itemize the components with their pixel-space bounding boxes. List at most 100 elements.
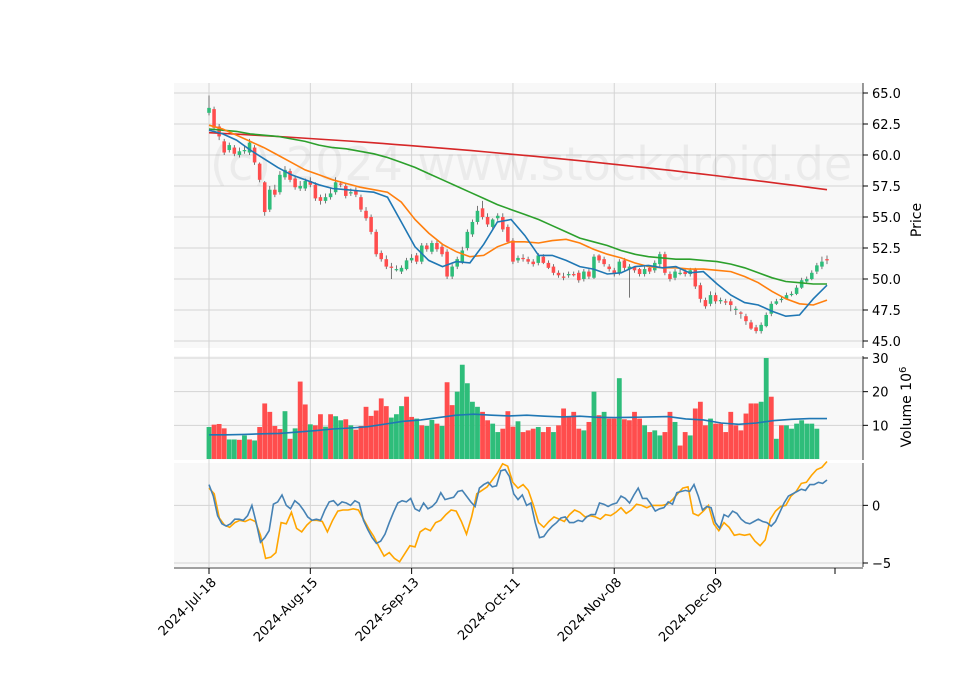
candle-body (597, 255, 601, 261)
price-tick-label: 55.0 (872, 211, 901, 226)
candle-body (708, 295, 713, 304)
candle-body (617, 261, 622, 273)
volume-bar (500, 428, 506, 459)
volume-tick-label: 30 (872, 352, 889, 367)
volume-bar (581, 430, 587, 459)
volume-bar (611, 418, 617, 459)
volume-bar (571, 411, 577, 459)
volume-bar (784, 425, 789, 459)
volume-bar (632, 411, 637, 459)
macd-tick-label: 0 (872, 499, 880, 514)
volume-bar (510, 426, 516, 459)
x-tick-label: 2024-Jul-18 (156, 575, 220, 639)
volume-bar (419, 425, 425, 459)
candle-body (531, 261, 535, 265)
candle-body (526, 259, 530, 262)
sma10-line (208, 129, 828, 318)
volume-bar (535, 427, 541, 459)
candle-body (511, 240, 515, 262)
volume-bar (439, 426, 445, 459)
volume-bar (475, 406, 480, 459)
volume-bar (672, 421, 678, 459)
candle-body (389, 266, 394, 268)
volume-bar (768, 396, 774, 459)
volume-bar (520, 432, 526, 459)
volume-bar (505, 411, 511, 459)
volume-bar (226, 439, 232, 459)
volume-bar (566, 416, 572, 459)
candle-body (237, 151, 242, 155)
volume-bar (348, 425, 354, 459)
watermark: (c) 2024 www.stockdroid.de (210, 137, 852, 191)
volume-bar (262, 403, 268, 459)
macd-line (208, 468, 828, 545)
candle-body (435, 243, 439, 250)
candle-body (425, 245, 429, 250)
volume-bar (779, 425, 784, 459)
candle-body (232, 147, 237, 154)
volume-bar (323, 426, 328, 459)
volume-bar (464, 383, 470, 459)
price-tick-label: 50.0 (872, 273, 901, 288)
candle-body (257, 163, 262, 180)
volume-axis-label-exponent: 6 (898, 367, 909, 373)
candle-body (561, 276, 566, 278)
candle-body (703, 300, 708, 307)
volume-tick-label: 20 (872, 386, 889, 401)
volume-bar (789, 428, 794, 459)
candle-body (769, 303, 774, 314)
volume-bar (576, 428, 582, 459)
candle-body (602, 259, 606, 265)
volume-bar (697, 401, 703, 459)
price-tick-label: 45.0 (872, 335, 901, 350)
volume-axis-label-text: Volume 10 (899, 373, 915, 447)
volume-bar (637, 418, 642, 459)
candle-body (288, 171, 292, 180)
price-tick-label: 47.5 (872, 304, 901, 319)
candle-body (384, 259, 389, 267)
volume-bar (763, 358, 769, 459)
x-tick-label: 2024-Nov-08 (555, 575, 625, 645)
candle-body (364, 210, 368, 219)
candle-body (262, 182, 267, 213)
volume-bar (328, 414, 333, 459)
volume-bar (231, 439, 237, 459)
volume-axis-label: Volume 106 (898, 367, 916, 448)
candle-body (470, 221, 475, 235)
candle-body (784, 295, 789, 299)
volume-bar (718, 423, 724, 459)
volume-bar (642, 425, 648, 459)
x-tick-label: 2024-Oct-11 (455, 575, 523, 643)
volume-bar (221, 428, 227, 459)
candle-body (820, 261, 824, 267)
volume-bar (682, 432, 688, 459)
volume-bar (434, 423, 440, 459)
candle-body (587, 271, 591, 277)
volume-bar (591, 391, 597, 459)
volume-bar (551, 432, 556, 459)
candle-body (521, 257, 525, 260)
candle-body (799, 280, 804, 288)
candle-body (779, 298, 784, 301)
candle-body (343, 186, 348, 196)
candle-body (566, 274, 571, 276)
volume-ma-line (209, 413, 827, 436)
volume-bar (404, 396, 409, 459)
volume-bar (703, 425, 708, 459)
candle-body (495, 215, 500, 219)
candle-body (647, 267, 652, 272)
candle-body (359, 197, 363, 210)
volume-bar (368, 415, 374, 459)
candle-body (409, 257, 414, 261)
candle-body (789, 293, 794, 296)
volume-bar (358, 426, 364, 459)
volume-bar (409, 416, 415, 459)
candle-body (207, 107, 211, 113)
volume-bar (616, 378, 622, 459)
volume-bar (282, 411, 288, 459)
volume-bar (211, 424, 217, 459)
volume-bar (530, 428, 536, 459)
candle-body (577, 272, 581, 281)
